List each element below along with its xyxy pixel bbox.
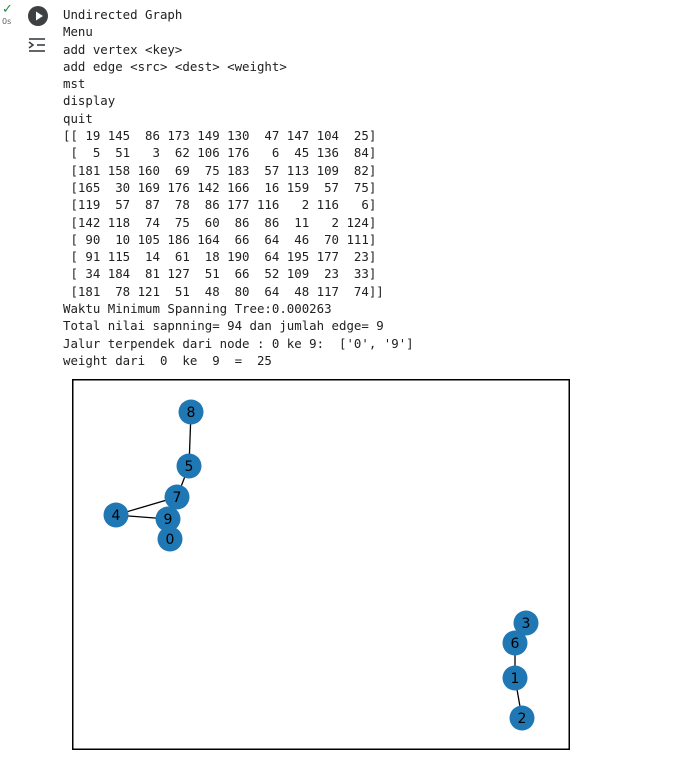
graph-node-label: 0 [166, 532, 175, 548]
graph-node-2 [509, 705, 535, 731]
output-toggle-icon [28, 38, 45, 52]
graph-node-4 [103, 502, 129, 528]
graph-node-1 [502, 665, 528, 691]
graph-node-9 [155, 506, 181, 532]
graph-node-3 [513, 610, 539, 636]
graph-node-0 [157, 526, 183, 552]
output-line: [181 158 160 69 75 183 57 113 109 82] [63, 162, 377, 178]
output-line: Menu [63, 24, 93, 40]
graph-node-8 [178, 399, 204, 425]
graph-node-label: 8 [187, 405, 196, 421]
output-line: Total nilai sapnning= 94 dan jumlah edge… [63, 318, 384, 334]
output-line: display [63, 93, 116, 109]
check-icon: ✓ [2, 2, 13, 17]
output-line: [ 5 51 3 62 106 176 6 45 136 84] [63, 145, 377, 161]
cell-gutter: ✓ 0s [0, 0, 56, 781]
graph-node-label: 4 [112, 508, 121, 524]
run-cell-button[interactable] [28, 6, 48, 26]
output-line: [142 118 74 75 60 86 86 11 2 124] [63, 214, 377, 230]
output-options-button[interactable] [27, 36, 49, 54]
graph-node-label: 5 [185, 459, 194, 475]
graph-node-7 [164, 484, 190, 510]
execution-time: 0s [2, 17, 12, 26]
graph-nodes: 8 57 4 9 0 36 1 2 [103, 399, 539, 731]
output-line: [165 30 169 176 142 166 16 159 57 75] [63, 179, 377, 195]
output-line: Jalur terpendek dari node : 0 ke 9: ['0'… [63, 335, 414, 351]
graph-node-label: 6 [511, 636, 520, 652]
output-line: [[ 19 145 86 173 149 130 47 147 104 25] [63, 128, 377, 144]
graph-node-6 [502, 630, 528, 656]
output-line: quit [63, 110, 93, 126]
graph-node-label: 1 [511, 671, 520, 687]
output-line: add edge <src> <dest> <weight> [63, 58, 287, 74]
output-line: [181 78 121 51 48 80 64 48 117 74]] [63, 283, 384, 299]
output-line: weight dari 0 ke 9 = 25 [63, 352, 272, 368]
graph-node-5 [176, 453, 202, 479]
output-line: add vertex <key> [63, 41, 183, 57]
cell-output-text: Undirected Graph Menu add vertex <key> a… [63, 6, 414, 369]
play-icon [36, 11, 43, 21]
graph-plot: 8 57 4 9 0 36 1 2 [72, 379, 570, 750]
graph-node-label: 7 [173, 490, 182, 506]
output-line: Waktu Minimum Spanning Tree:0.000263 [63, 301, 332, 317]
graph-node-label: 9 [164, 512, 173, 528]
output-line: mst [63, 76, 86, 92]
output-line: [119 57 87 78 86 177 116 2 116 6] [63, 197, 377, 213]
figure-frame [72, 379, 570, 750]
graph-node-label: 2 [518, 711, 527, 727]
output-line: [ 91 115 14 61 18 190 64 195 177 23] [63, 249, 377, 265]
output-line: Undirected Graph [63, 7, 183, 22]
graph-node-label: 3 [522, 616, 531, 632]
output-line: [ 90 10 105 186 164 66 64 46 70 111] [63, 231, 377, 247]
output-line: [ 34 184 81 127 51 66 52 109 23 33] [63, 266, 377, 282]
